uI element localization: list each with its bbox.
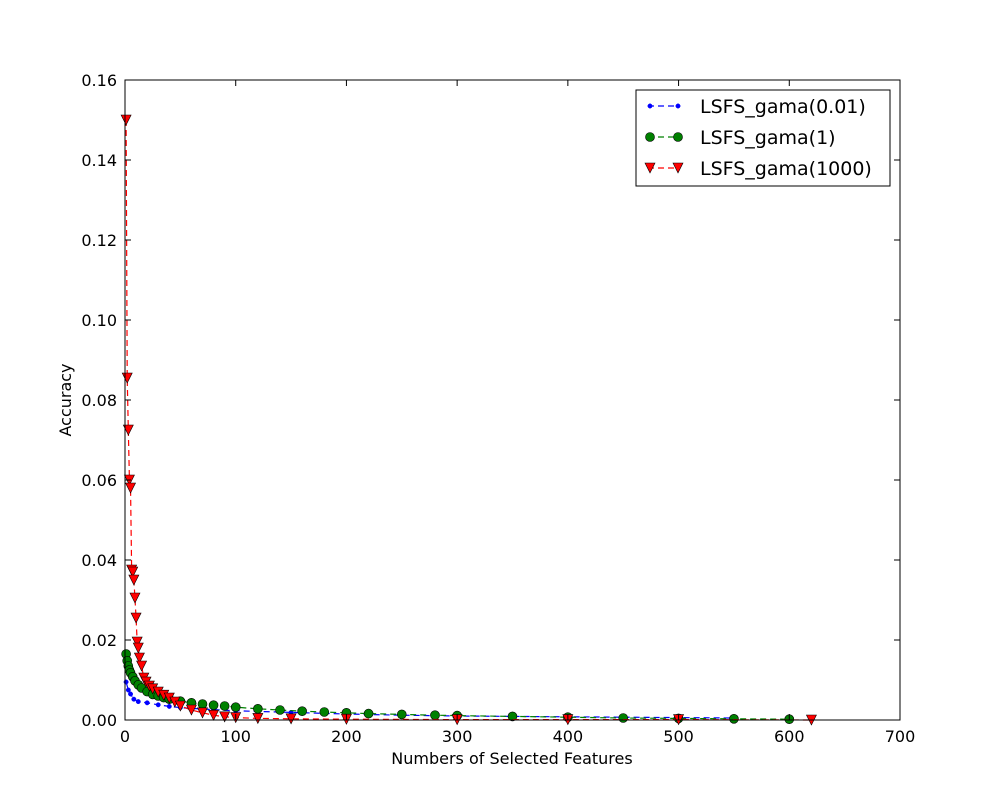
data-point [430, 710, 440, 721]
ticks-layer: 0 100 200 300 400 500 600 700 0.00 0.02 0.04 0.06 0.… [81, 71, 915, 746]
x-tick-label: 600 [774, 727, 805, 746]
data-point [174, 700, 186, 712]
legend-item: LSFS_gama(1) [645, 127, 836, 149]
x-tick-label: 100 [220, 727, 251, 746]
x-axis-label: Numbers of Selected Features [391, 749, 632, 768]
x-tick-label: 0 [120, 727, 130, 746]
legend-item: LSFS_gama(1000) [644, 158, 872, 180]
y-tick-label: 0.00 [81, 711, 117, 730]
plot-frame [124, 79, 901, 721]
data-point [618, 713, 629, 723]
x-tick-label: 500 [663, 727, 694, 746]
data-point [122, 424, 134, 436]
data-point [135, 699, 141, 705]
data-point [144, 700, 150, 706]
legend-marker [647, 103, 653, 109]
y-axis-label: Accuracy [56, 363, 75, 436]
y-tick-label: 0.06 [81, 471, 117, 490]
data-point [125, 687, 131, 693]
legend-label: LSFS_gama(0.01) [700, 96, 866, 118]
data-point [252, 713, 264, 725]
legend-marker [672, 162, 684, 174]
data-point [208, 700, 219, 711]
x-tick-label: 400 [553, 727, 584, 746]
data-point [729, 713, 739, 724]
data-point [125, 482, 137, 494]
series-3 [120, 114, 817, 726]
legend-label: LSFS_gama(1000) [700, 158, 872, 180]
data-point [131, 636, 143, 648]
data-point [166, 703, 172, 709]
data-point [136, 660, 148, 672]
x-tick-label: 300 [442, 727, 473, 746]
data-point [285, 713, 297, 725]
legend-item: LSFS_gama(0.01) [647, 96, 866, 118]
y-tick-label: 0.04 [81, 551, 117, 570]
data-point [253, 703, 263, 714]
legend-marker [673, 132, 683, 142]
data-point [197, 707, 208, 719]
y-tick-label: 0.02 [81, 631, 117, 650]
data-point [133, 652, 145, 664]
data-point [185, 704, 197, 716]
data-point [219, 711, 231, 723]
legend-marker [644, 162, 656, 174]
data-point [507, 711, 518, 722]
data-point [155, 702, 161, 708]
data-point [275, 705, 285, 715]
data-point [120, 114, 132, 126]
data-point [297, 706, 307, 717]
y-tick-label: 0.14 [81, 151, 117, 170]
legend-marker [675, 103, 681, 109]
legend: LSFS_gama(0.01) LSFS_gama(1) LSFS_gama(100… [635, 89, 891, 187]
y-tick-label: 0.12 [81, 231, 117, 250]
y-tick-label: 0.08 [81, 391, 117, 410]
data-point [132, 642, 144, 654]
data-point [128, 574, 140, 586]
y-tick-label: 0.16 [81, 71, 117, 90]
data-point [128, 691, 133, 697]
data-point [129, 592, 141, 604]
data-point [130, 612, 142, 624]
series-line [125, 119, 812, 721]
y-tick-label: 0.10 [81, 311, 117, 330]
data-point [219, 701, 230, 711]
data-point [319, 707, 330, 717]
legend-label: LSFS_gama(1) [700, 127, 836, 149]
data-point [396, 709, 407, 720]
series-layer [120, 114, 817, 726]
data-point [121, 372, 133, 384]
data-point [230, 702, 241, 713]
legend-marker [645, 132, 655, 142]
data-point [208, 709, 220, 721]
data-point [363, 708, 374, 719]
x-tick-label: 700 [885, 727, 916, 746]
x-tick-label: 200 [331, 727, 362, 746]
data-point [197, 699, 208, 709]
data-point [127, 566, 139, 578]
data-point [131, 696, 137, 702]
